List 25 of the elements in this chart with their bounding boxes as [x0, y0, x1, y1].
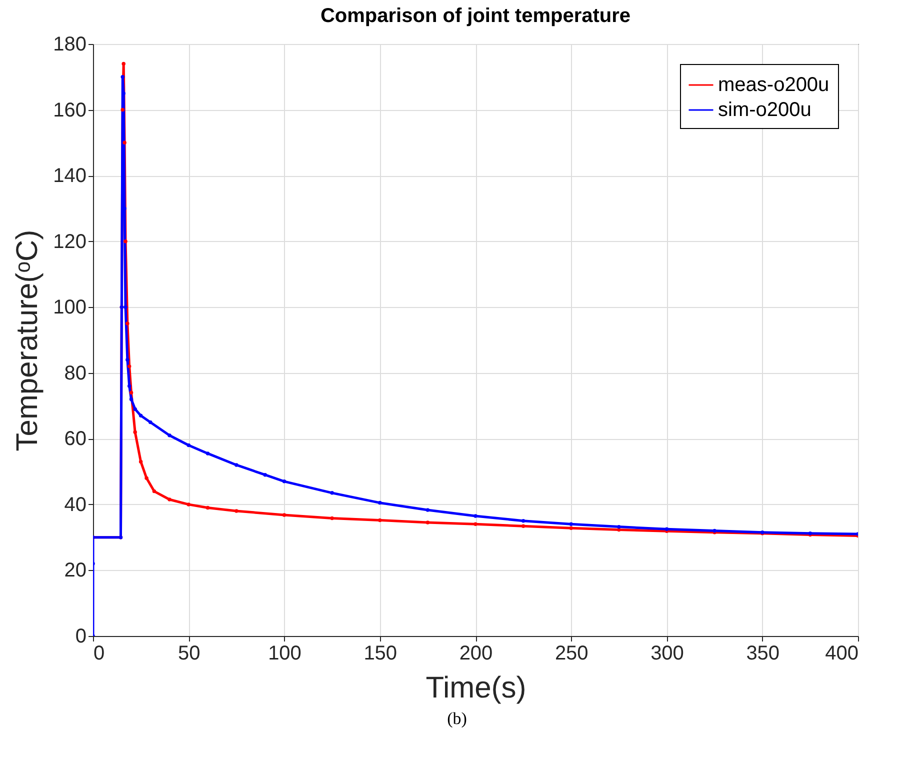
y-tick-label: 60	[64, 428, 86, 450]
y-tick-label: 100	[53, 296, 86, 319]
x-tick-label: 50	[178, 642, 200, 664]
y-tick-label: 120	[53, 230, 86, 253]
x-tick-label: 400	[825, 642, 858, 664]
legend-label: meas-o200u	[718, 74, 830, 96]
text: (b)	[446, 709, 468, 729]
legend-label: sim-o200u	[718, 99, 812, 121]
y-tick-label: 180	[53, 34, 86, 56]
y-tick-label: 20	[64, 560, 86, 582]
y-tick-label: 140	[53, 165, 86, 188]
x-tick-label: 350	[746, 642, 780, 664]
x-tick-label: 250	[554, 642, 588, 664]
x-axis-title: Time(s)	[426, 672, 526, 704]
y-tick-label: 40	[64, 494, 86, 516]
x-tick-label: 300	[650, 642, 684, 664]
y-axis-title: Temperature(ᵒC)	[11, 230, 44, 452]
y-tick-label: 0	[75, 626, 86, 648]
y-tick-label: 80	[64, 362, 86, 384]
x-tick-label: 150	[364, 642, 398, 664]
x-tick-label: 0	[94, 642, 105, 664]
y-tick-label: 160	[53, 99, 86, 122]
x-tick-label: 200	[459, 642, 493, 664]
x-tick-label: 100	[268, 642, 302, 664]
chart-title: Comparison of joint temperature	[320, 5, 631, 27]
